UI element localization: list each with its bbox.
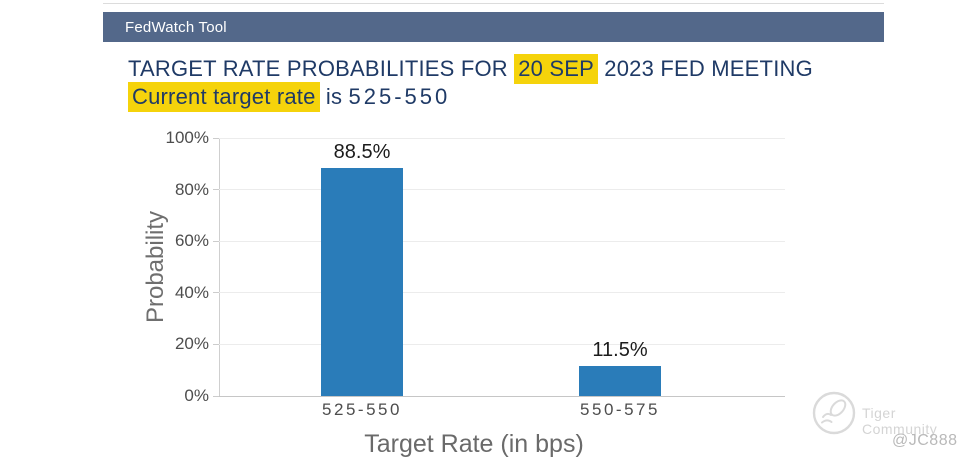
chart-title-line2: Current target rate is 525-550 — [128, 82, 813, 112]
bar-550-575[interactable] — [579, 366, 661, 396]
title-line2-highlight-current-rate: Current target rate — [128, 82, 320, 112]
y-tick-mark — [213, 395, 219, 397]
y-tick-label-60%: 60% — [174, 231, 209, 251]
y-tick-label-20%: 20% — [174, 334, 209, 354]
gridline-40% — [219, 292, 785, 294]
bar-chart-plot-area: 0% 20% 40% 60% 80% 100% 88.5% 525-550 11.5% 550-5… — [166, 128, 785, 419]
title-line2-rate-value: 525-550 — [348, 84, 451, 109]
fedwatch-header-bar: FedWatch Tool — [103, 12, 884, 42]
y-tick-mark — [213, 343, 219, 345]
gridline-80% — [219, 189, 785, 191]
chart-title-line1: TARGET RATE PROBABILITIES FOR 20 SEP 202… — [128, 54, 813, 84]
y-tick-label-40%: 40% — [174, 282, 209, 302]
fedwatch-header-title: FedWatch Tool — [125, 18, 227, 36]
bar-value-label-550-575: 11.5% — [592, 339, 648, 362]
gridline-0% — [219, 395, 785, 397]
title-line1-highlight-date: 20 SEP — [514, 54, 598, 84]
x-category-label-525-550: 525-550 — [322, 400, 402, 419]
y-tick-mark — [213, 137, 219, 139]
watermark-community-name: Tiger Community — [862, 405, 938, 437]
y-tick-mark — [213, 240, 219, 242]
watermark-user-handle: @JC888 — [892, 432, 958, 449]
y-tick-label-0%: 0% — [184, 386, 209, 405]
y-axis-title: Probability — [142, 210, 169, 324]
y-tick-label-100%: 100% — [165, 128, 209, 147]
gridline-20% — [219, 343, 785, 345]
y-tick-mark — [213, 189, 219, 191]
title-line1-pre: TARGET RATE PROBABILITIES FOR — [128, 56, 515, 81]
title-line2-mid: is — [319, 84, 349, 109]
bar-value-label-525-550: 88.5% — [333, 140, 391, 163]
chart-title-block: TARGET RATE PROBABILITIES FOR 20 SEP 202… — [128, 54, 813, 112]
x-axis-title: Target Rate (in bps) — [364, 430, 584, 458]
title-line1-post: 2023 FED MEETING — [598, 56, 813, 81]
window-top-edge — [103, 3, 884, 4]
gridline-100% — [219, 137, 785, 139]
gridline-60% — [219, 240, 785, 242]
bar-525-550[interactable] — [321, 167, 403, 396]
y-axis-line — [219, 138, 220, 396]
y-tick-mark — [213, 292, 219, 294]
x-category-label-550-575: 550-575 — [580, 400, 660, 419]
tiger-community-logo-icon — [812, 391, 856, 435]
y-tick-label-80%: 80% — [174, 179, 209, 199]
